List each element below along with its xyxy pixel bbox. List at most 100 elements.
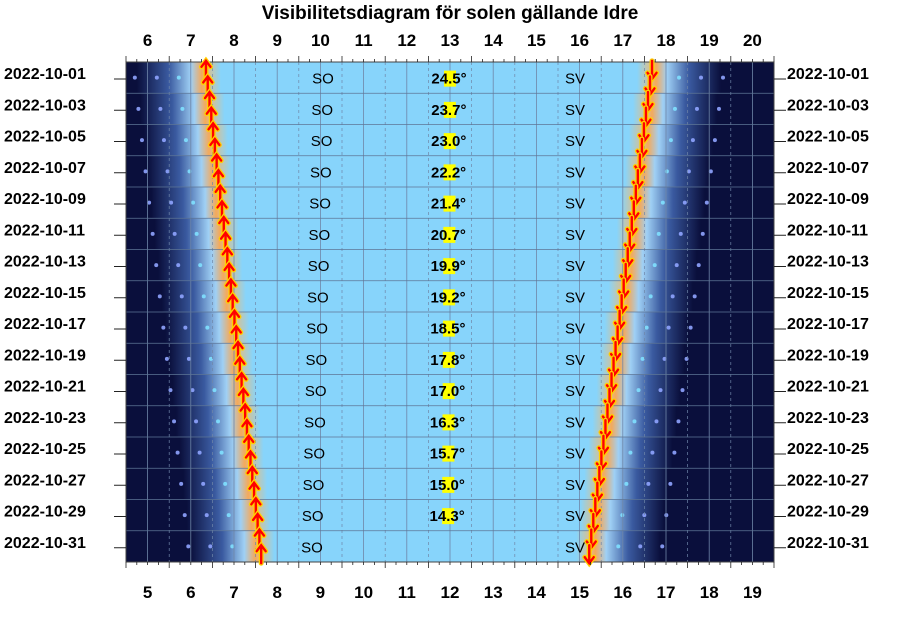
star-dot bbox=[223, 481, 228, 486]
star-dot bbox=[644, 325, 649, 330]
star-dot bbox=[201, 481, 206, 486]
star-dot bbox=[688, 325, 693, 330]
star-dot bbox=[646, 481, 651, 486]
star-dot bbox=[696, 263, 701, 268]
rise-direction-label: SO bbox=[310, 164, 332, 181]
star-dot bbox=[716, 106, 721, 111]
date-label-right: 2022-10-31 bbox=[787, 535, 869, 552]
star-dot bbox=[699, 75, 704, 80]
star-dot bbox=[180, 106, 185, 111]
rise-direction-label: SO bbox=[303, 477, 325, 494]
star-dot bbox=[147, 200, 152, 205]
date-label-right: 2022-10-17 bbox=[787, 316, 869, 333]
star-dot bbox=[668, 481, 673, 486]
max-elevation-label: 24.5° bbox=[431, 71, 466, 88]
star-dot bbox=[650, 450, 655, 455]
star-dot bbox=[677, 75, 682, 80]
rise-direction-label: SO bbox=[308, 258, 330, 275]
star-dot bbox=[176, 75, 181, 80]
star-dot bbox=[204, 513, 209, 518]
star-dot bbox=[721, 75, 726, 80]
elevation-marker bbox=[442, 414, 455, 431]
max-elevation-label: 19.9° bbox=[431, 258, 466, 275]
rise-direction-label: SO bbox=[305, 383, 327, 400]
rise-direction-label: SO bbox=[309, 196, 331, 213]
sunrise-arrow bbox=[254, 541, 269, 566]
date-label-left: 2022-10-05 bbox=[4, 129, 86, 146]
elevation-marker bbox=[442, 476, 455, 493]
date-label-right: 2022-10-11 bbox=[787, 222, 868, 239]
set-direction-label: SV bbox=[565, 539, 585, 556]
elevation-marker bbox=[442, 383, 455, 400]
date-label-right: 2022-10-05 bbox=[787, 129, 869, 146]
star-dot bbox=[219, 450, 224, 455]
max-elevation-label: 15.0° bbox=[430, 477, 465, 494]
top-tick-label: 20 bbox=[743, 31, 762, 50]
bottom-tick-label: 16 bbox=[613, 583, 632, 602]
chart-title: Visibilitetsdiagram för solen gällande I… bbox=[262, 3, 639, 24]
star-dot bbox=[194, 419, 199, 424]
star-dot bbox=[183, 138, 188, 143]
set-direction-label: SV bbox=[565, 133, 585, 150]
bottom-tick-label: 9 bbox=[316, 583, 325, 602]
date-label-left: 2022-10-11 bbox=[4, 222, 85, 239]
rise-direction-label: SO bbox=[308, 227, 330, 244]
star-dot bbox=[230, 544, 235, 549]
date-label-left: 2022-10-27 bbox=[4, 472, 86, 489]
star-dot bbox=[165, 169, 170, 174]
elevation-marker bbox=[442, 351, 455, 368]
max-elevation-label: 22.2° bbox=[431, 164, 466, 181]
set-direction-label: SV bbox=[565, 508, 585, 525]
star-dot bbox=[672, 106, 677, 111]
rise-direction-label: SO bbox=[301, 539, 323, 556]
set-direction-label: SV bbox=[565, 196, 585, 213]
star-dot bbox=[150, 231, 155, 236]
star-dot bbox=[198, 263, 203, 268]
star-dot bbox=[175, 450, 180, 455]
star-dot bbox=[194, 231, 199, 236]
date-label-right: 2022-10-01 bbox=[787, 66, 869, 83]
bottom-tick-label: 12 bbox=[441, 583, 460, 602]
star-dot bbox=[154, 263, 159, 268]
top-tick-label: 17 bbox=[613, 31, 632, 50]
set-direction-label: SV bbox=[565, 414, 585, 431]
star-dot bbox=[169, 200, 174, 205]
top-tick-label: 15 bbox=[527, 31, 546, 50]
max-elevation-label: 14.3° bbox=[430, 508, 465, 525]
star-dot bbox=[676, 419, 681, 424]
star-dot bbox=[190, 388, 195, 393]
star-dot bbox=[678, 231, 683, 236]
star-dot bbox=[186, 544, 191, 549]
elevation-marker bbox=[443, 133, 456, 150]
bottom-tick-label: 5 bbox=[143, 583, 152, 602]
arrow-core bbox=[255, 543, 267, 565]
bottom-tick-label: 10 bbox=[354, 583, 373, 602]
rise-direction-label: SO bbox=[306, 321, 328, 338]
star-dot bbox=[191, 200, 196, 205]
star-dot bbox=[704, 200, 709, 205]
bottom-tick-label: 8 bbox=[272, 583, 281, 602]
date-label-right: 2022-10-03 bbox=[787, 97, 869, 114]
max-elevation-label: 23.0° bbox=[431, 133, 466, 150]
date-label-right: 2022-10-15 bbox=[787, 285, 869, 302]
star-dot bbox=[670, 294, 675, 299]
max-elevation-label: 17.0° bbox=[430, 383, 465, 400]
star-dot bbox=[139, 138, 144, 143]
star-dot bbox=[636, 388, 641, 393]
date-label-right: 2022-10-21 bbox=[787, 379, 869, 396]
star-dot bbox=[624, 481, 629, 486]
date-label-left: 2022-10-29 bbox=[4, 504, 86, 521]
max-elevation-label: 23.7° bbox=[431, 102, 466, 119]
max-elevation-label: 16.3° bbox=[430, 414, 465, 431]
star-dot bbox=[161, 138, 166, 143]
top-tick-label: 18 bbox=[657, 31, 676, 50]
elevation-marker bbox=[442, 508, 455, 525]
star-dot bbox=[172, 419, 177, 424]
bottom-tick-label: 13 bbox=[484, 583, 503, 602]
date-label-right: 2022-10-23 bbox=[787, 410, 869, 427]
set-direction-label: SV bbox=[565, 289, 585, 306]
max-elevation-label: 21.4° bbox=[431, 196, 466, 213]
max-elevation-label: 15.7° bbox=[430, 446, 465, 463]
sunrise-arrow bbox=[236, 384, 251, 410]
date-label-right: 2022-10-09 bbox=[787, 191, 869, 208]
